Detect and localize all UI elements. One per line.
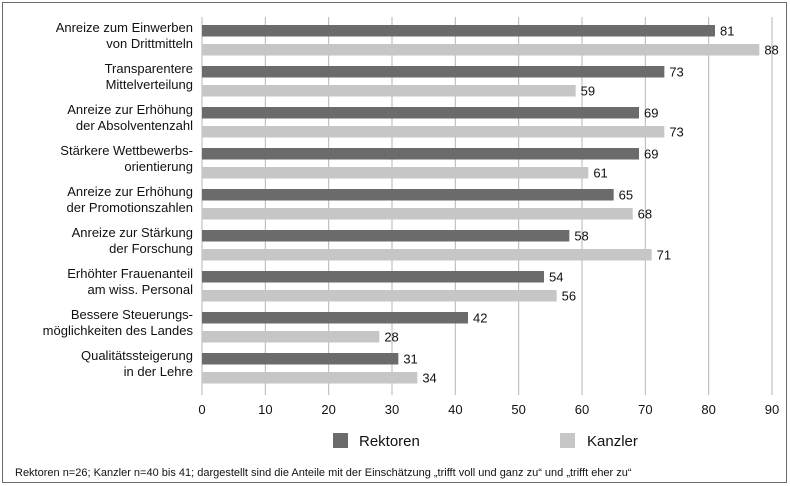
data-label: 68 xyxy=(638,207,652,222)
x-tick-label: 30 xyxy=(385,402,399,417)
category-label: Qualitätssteigerung xyxy=(81,348,193,363)
data-label: 28 xyxy=(384,330,398,345)
x-tick-label: 20 xyxy=(321,402,335,417)
bar-kanzler xyxy=(202,44,760,56)
bars: 81 88 73 59 69 73 69 61 65 68 58 71 54 56 42 28 31 34 xyxy=(202,24,779,386)
bar-kanzler xyxy=(202,249,652,261)
legend: Rektoren Kanzler xyxy=(333,433,638,450)
data-label: 54 xyxy=(549,270,563,285)
bar-kanzler xyxy=(202,208,633,220)
category-label: Mittelverteilung xyxy=(106,77,193,92)
x-tick-label: 40 xyxy=(448,402,462,417)
data-label: 73 xyxy=(669,65,683,80)
data-label: 69 xyxy=(644,147,658,162)
bar-kanzler xyxy=(202,331,380,343)
x-tick-label: 60 xyxy=(575,402,589,417)
bar-rektoren xyxy=(202,189,614,201)
legend-label-rektoren: Rektoren xyxy=(359,433,420,450)
data-label: 58 xyxy=(574,229,588,244)
bar-rektoren xyxy=(202,107,639,119)
bar-chart: 81 88 73 59 69 73 69 61 65 68 58 71 54 56 42 28 31 34 Anr… xyxy=(43,17,779,450)
footnote: Rektoren n=26; Kanzler n=40 bis 41; darg… xyxy=(15,467,632,479)
bar-kanzler xyxy=(202,167,589,179)
category-label: Transparentere xyxy=(105,61,193,76)
data-label: 34 xyxy=(422,371,436,386)
x-tick-label: 80 xyxy=(701,402,715,417)
data-label: 59 xyxy=(581,84,595,99)
bar-rektoren xyxy=(202,148,639,160)
category-label: von Drittmitteln xyxy=(106,36,193,51)
data-label: 71 xyxy=(657,248,671,263)
data-label: 31 xyxy=(403,352,417,367)
bar-kanzler xyxy=(202,372,418,384)
category-label: am wiss. Personal xyxy=(88,282,194,297)
bar-kanzler xyxy=(202,126,665,138)
bar-rektoren xyxy=(202,66,665,78)
data-label: 69 xyxy=(644,106,658,121)
category-label: Anreize zum Einwerben xyxy=(56,20,193,35)
bar-kanzler xyxy=(202,85,576,97)
category-label: möglichkeiten des Landes xyxy=(43,323,194,338)
bar-rektoren xyxy=(202,353,399,365)
bar-rektoren xyxy=(202,312,468,324)
x-tick-label: 0 xyxy=(198,402,205,417)
data-label: 61 xyxy=(593,166,607,181)
x-tick-label: 70 xyxy=(638,402,652,417)
category-label: Bessere Steuerungs- xyxy=(71,307,193,322)
category-label: Anreize zur Erhöhung xyxy=(67,102,193,117)
bar-kanzler xyxy=(202,290,557,302)
category-label: Stärkere Wettbewerbs- xyxy=(60,143,193,158)
x-axis-ticks: 0 10 20 30 40 50 60 70 80 90 xyxy=(198,402,779,417)
legend-swatch-rektoren xyxy=(333,433,348,448)
data-label: 81 xyxy=(720,24,734,39)
gridlines xyxy=(201,17,773,395)
x-tick-label: 50 xyxy=(511,402,525,417)
category-label: Erhöhter Frauenanteil xyxy=(67,266,193,281)
data-label: 65 xyxy=(619,188,633,203)
bar-rektoren xyxy=(202,271,544,283)
data-label: 88 xyxy=(764,43,778,58)
category-label: Anreize zur Stärkung xyxy=(72,225,193,240)
legend-label-kanzler: Kanzler xyxy=(587,433,638,450)
x-tick-label: 10 xyxy=(258,402,272,417)
bar-rektoren xyxy=(202,25,715,37)
bar-rektoren xyxy=(202,230,570,242)
category-label: Anreize zur Erhöhung xyxy=(67,184,193,199)
data-label: 73 xyxy=(669,125,683,140)
data-label: 42 xyxy=(473,311,487,326)
category-label: der Absolventenzahl xyxy=(76,118,193,133)
category-label: orientierung xyxy=(124,159,193,174)
data-label: 56 xyxy=(562,289,576,304)
category-label: der Promotionszahlen xyxy=(67,200,193,215)
category-label: der Forschung xyxy=(109,241,193,256)
legend-swatch-kanzler xyxy=(560,433,575,448)
x-tick-label: 90 xyxy=(765,402,779,417)
category-label: in der Lehre xyxy=(124,364,193,379)
